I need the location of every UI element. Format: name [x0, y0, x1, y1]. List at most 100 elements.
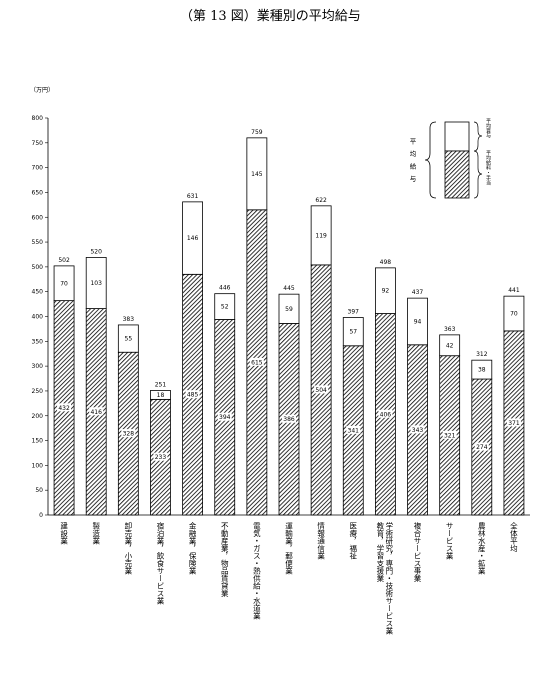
- y-tick-label: 0: [39, 512, 43, 519]
- bar-bonus: [471, 359, 493, 380]
- y-tick-label: 300: [32, 363, 44, 370]
- total-value-label: 446: [219, 285, 231, 292]
- y-tick-label: 100: [32, 462, 44, 469]
- category-label: 農林水産・鉱業: [477, 521, 486, 576]
- unit-label: （万円）: [30, 87, 54, 94]
- y-tick-label: 550: [32, 239, 44, 246]
- bar-bonus: [407, 297, 428, 346]
- total-value-label: 622: [315, 197, 327, 204]
- bars: 432 70 502 416 103 520 328 55 383 233 18 251 485 146 6…: [53, 129, 525, 516]
- bar-bonus: [439, 334, 461, 357]
- total-value-label: 445: [283, 285, 295, 292]
- category-label: 宿泊業，飲食サービス業: [156, 521, 165, 606]
- category-label: 学術研究，専門・技術サービス業: [385, 521, 394, 636]
- salary-label-bg: [217, 412, 232, 421]
- chart-title: （第 13 図）業種別の平均給与: [180, 8, 361, 24]
- legend-right-brace-bottom: [473, 150, 483, 199]
- bar-bonus: [246, 137, 268, 211]
- salary-label-bg: [346, 425, 361, 434]
- legend-right-brace-top: [473, 121, 483, 152]
- total-value-label: 251: [155, 381, 167, 388]
- salary-value-label: 432: [58, 405, 70, 412]
- bar-bonus: [503, 295, 525, 332]
- salary-value-label: 485: [187, 392, 199, 399]
- total-value-label: 502: [58, 257, 70, 264]
- legend-item-salary: 平均給料・手当: [485, 150, 491, 186]
- bonus-value-label: 57: [349, 329, 357, 336]
- bonus-value-label: 70: [60, 280, 68, 287]
- y-tick-label: 650: [32, 189, 44, 196]
- total-value-label: 363: [444, 326, 456, 333]
- bonus-value-label: 119: [315, 232, 327, 239]
- y-tick-label: 400: [32, 314, 44, 321]
- total-value-label: 631: [187, 193, 199, 200]
- salary-label-bg: [442, 430, 457, 439]
- legend-left-brace: [424, 121, 437, 199]
- salary-label-bg: [506, 418, 521, 427]
- salary-label-bg: [89, 407, 104, 416]
- y-tick-label: 50: [35, 487, 43, 494]
- bar-bonus: [117, 324, 139, 353]
- salary-label-bg: [185, 390, 200, 399]
- salary-value-label: 341: [348, 427, 360, 434]
- salary-value-label: 394: [219, 414, 231, 421]
- bonus-value-label: 18: [157, 392, 165, 399]
- total-value-label: 520: [90, 248, 102, 255]
- salary-value-label: 371: [508, 420, 520, 427]
- category-label: 不動産業，物品賃貸業: [220, 522, 229, 599]
- salary-label-bg: [314, 385, 329, 394]
- bar-bonus: [374, 267, 396, 314]
- legend: 平均給与 平均賞与 平均給料・手当: [408, 118, 491, 199]
- y-tick-label: 200: [32, 413, 44, 420]
- salary-label-bg: [121, 429, 136, 438]
- total-value-label: 397: [348, 308, 360, 315]
- category-label: 医療，福祉: [349, 522, 358, 561]
- y-tick-label: 800: [32, 115, 44, 122]
- total-value-label: 498: [380, 259, 392, 266]
- salary-value-label: 386: [283, 416, 295, 423]
- category-label: サービス業: [445, 522, 454, 561]
- salary-label-bg: [57, 403, 72, 412]
- category-label: 運輸業，郵便業: [284, 522, 293, 576]
- category-label: 電気・ガス・熱供給・水道業: [252, 522, 261, 621]
- bonus-value-label: 145: [251, 171, 263, 178]
- category-label: 情報通信業: [316, 521, 325, 561]
- salary-value-label: 406: [380, 411, 392, 418]
- bar-bonus: [150, 390, 171, 400]
- bar-bonus: [85, 257, 107, 309]
- total-value-label: 441: [508, 287, 520, 294]
- y-tick-label: 600: [32, 214, 44, 221]
- category-label: 建設業: [59, 521, 68, 546]
- y-tick-label: 750: [32, 140, 44, 147]
- bar-bonus: [214, 293, 236, 320]
- category-labels: 建設業 製造業 卸売業，小売業 宿泊業，飲食サービス業 金融業，保険業 不動産業，物品賃貸…: [59, 521, 518, 636]
- y-tick-label: 350: [32, 338, 44, 345]
- bonus-value-label: 59: [285, 306, 293, 313]
- salary-label-bg: [153, 452, 168, 461]
- bar-bonus: [182, 201, 204, 275]
- total-value-label: 312: [476, 351, 488, 358]
- salary-value-label: 274: [476, 444, 488, 451]
- salary-label-bg: [474, 442, 489, 451]
- salary-value-label: 328: [123, 431, 135, 438]
- bonus-value-label: 38: [478, 367, 486, 374]
- y-tick-label: 150: [32, 438, 44, 445]
- salary-value-label: 321: [444, 432, 456, 439]
- salary-value-label: 416: [90, 409, 102, 416]
- legend-item-bonus: 平均賞与: [485, 118, 491, 139]
- bar-bonus: [53, 265, 75, 302]
- y-tick-label: 700: [32, 165, 44, 172]
- bonus-value-label: 146: [187, 235, 199, 242]
- salary-value-label: 615: [251, 359, 263, 366]
- bonus-value-label: 92: [382, 288, 390, 295]
- bonus-value-label: 52: [221, 304, 229, 311]
- category-label: 全体平均: [509, 521, 518, 554]
- salary-label-bg: [410, 425, 425, 434]
- bonus-value-label: 42: [446, 342, 454, 349]
- y-tick-label: 500: [32, 264, 44, 271]
- total-value-label: 383: [123, 316, 135, 323]
- bonus-value-label: 103: [90, 280, 102, 287]
- bar-bonus: [310, 205, 332, 266]
- category-label: 教育，学習支援業: [376, 521, 385, 584]
